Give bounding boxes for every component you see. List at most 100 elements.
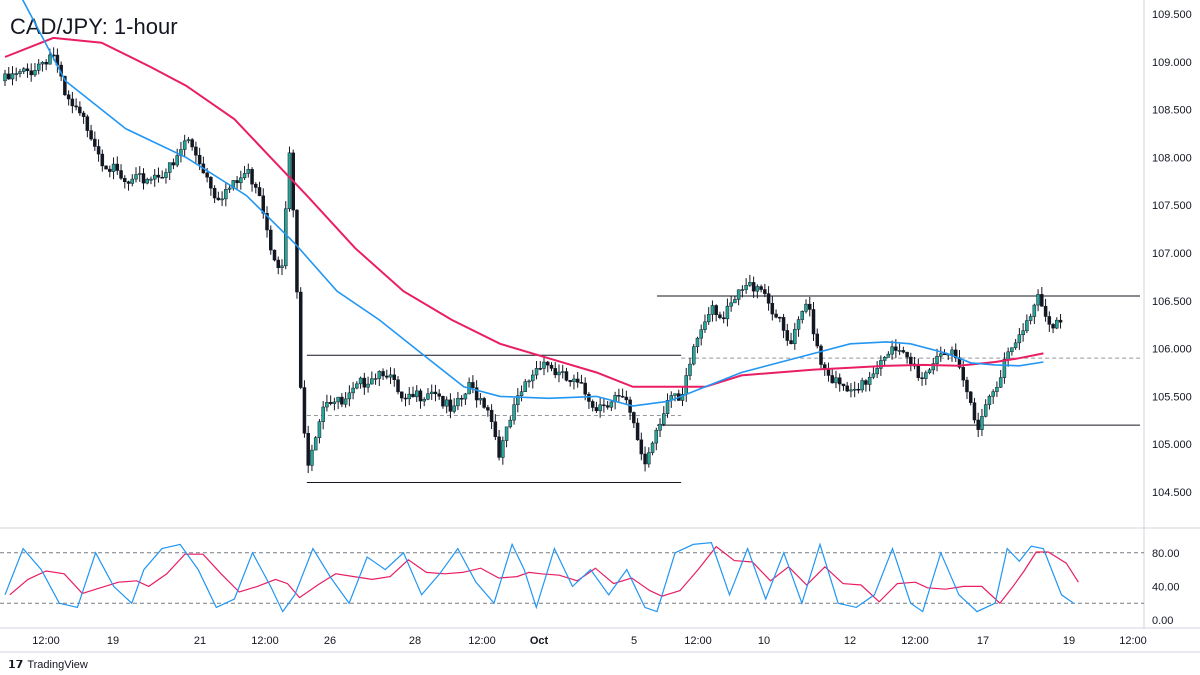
candle-down bbox=[205, 172, 209, 178]
candle-up bbox=[18, 71, 22, 74]
candle-up bbox=[280, 265, 284, 268]
candle-up bbox=[871, 373, 876, 378]
candle-up bbox=[1025, 320, 1029, 332]
candle-down bbox=[815, 333, 819, 347]
candle-down bbox=[209, 176, 213, 189]
candle-up bbox=[867, 376, 872, 385]
candle-down bbox=[894, 346, 898, 351]
candle-down bbox=[837, 377, 842, 385]
candle-down bbox=[497, 436, 501, 458]
candle-up bbox=[849, 389, 853, 392]
candle-up bbox=[658, 423, 662, 431]
candle-down bbox=[493, 421, 498, 438]
candle-down bbox=[905, 351, 909, 358]
time-tick-label: 21 bbox=[194, 635, 206, 647]
time-tick-label: 10 bbox=[758, 635, 770, 647]
price-axis[interactable]: 109.500 109.000 108.500 108.000 107.500 107.0… bbox=[1152, 9, 1192, 499]
candle-up bbox=[950, 349, 954, 355]
candle-down bbox=[594, 407, 599, 412]
candle-down bbox=[78, 106, 82, 114]
candle-down bbox=[190, 139, 194, 148]
candle-down bbox=[362, 377, 367, 388]
time-tick-label: Oct bbox=[530, 635, 549, 647]
candle-up bbox=[463, 393, 468, 400]
time-tick-label: 12:00 bbox=[32, 635, 60, 647]
candle-up bbox=[48, 54, 52, 65]
candles-layer bbox=[3, 47, 1063, 473]
candle-down bbox=[942, 353, 947, 356]
candle-down bbox=[822, 364, 827, 369]
candle-up bbox=[793, 329, 797, 345]
candle-down bbox=[579, 382, 584, 384]
candle-down bbox=[961, 367, 965, 381]
candle-up bbox=[407, 393, 412, 400]
time-tick-label: 12:00 bbox=[684, 635, 712, 647]
candle-up bbox=[134, 174, 138, 180]
candle-down bbox=[471, 382, 475, 388]
candle-up bbox=[1010, 347, 1014, 353]
stoch-d-line bbox=[9, 545, 1079, 605]
candle-down bbox=[602, 404, 606, 407]
candle-down bbox=[6, 73, 11, 80]
candle-up bbox=[366, 383, 370, 388]
candle-up bbox=[927, 369, 932, 374]
candle-up bbox=[246, 169, 251, 174]
candle-down bbox=[781, 317, 786, 331]
candle-up bbox=[527, 380, 531, 383]
candle-down bbox=[100, 153, 105, 167]
candle-down bbox=[381, 371, 385, 377]
candle-up bbox=[325, 402, 329, 408]
candle-down bbox=[549, 364, 554, 369]
candle-up bbox=[691, 346, 696, 365]
candle-up bbox=[149, 178, 153, 181]
candle-up bbox=[650, 442, 655, 453]
candle-up bbox=[834, 377, 838, 384]
candle-down bbox=[590, 401, 595, 408]
candle-down bbox=[639, 439, 644, 455]
candle-down bbox=[115, 163, 120, 171]
candle-down bbox=[340, 396, 344, 405]
candle-up bbox=[897, 350, 902, 352]
time-tick-label: 19 bbox=[1063, 635, 1075, 647]
candle-up bbox=[699, 329, 703, 339]
candle-up bbox=[313, 437, 318, 451]
candle-up bbox=[239, 177, 243, 184]
tradingview-logo-icon: 𝟭𝟳 bbox=[8, 659, 24, 671]
candle-down bbox=[643, 453, 647, 465]
candle-down bbox=[448, 399, 453, 412]
candle-down bbox=[302, 387, 307, 434]
candle-up bbox=[519, 391, 524, 396]
candle-up bbox=[662, 413, 666, 425]
candle-down bbox=[108, 168, 112, 172]
candle-down bbox=[972, 402, 977, 421]
price-tick-label: 108.000 bbox=[1152, 152, 1192, 164]
candle-down bbox=[864, 380, 868, 385]
candle-down bbox=[104, 165, 108, 170]
time-axis[interactable]: 12:00 19 21 12:00 26 28 12:00 Oct 5 12:00 10 12 12:0… bbox=[32, 635, 1147, 647]
tradingview-brand[interactable]: 𝟭𝟳 TradingView bbox=[8, 658, 88, 672]
candle-up bbox=[414, 390, 419, 398]
candle-up bbox=[680, 394, 685, 401]
candle-down bbox=[632, 412, 636, 424]
candle-up bbox=[347, 392, 352, 400]
candle-down bbox=[789, 340, 793, 345]
candle-up bbox=[227, 187, 232, 190]
candle-up bbox=[796, 319, 801, 330]
candle-down bbox=[763, 289, 767, 294]
candle-down bbox=[433, 391, 438, 395]
price-tick-label: 108.500 bbox=[1152, 105, 1192, 117]
candle-up bbox=[1006, 351, 1010, 360]
candle-up bbox=[740, 289, 745, 291]
candle-down bbox=[620, 395, 625, 398]
price-tick-label: 106.000 bbox=[1152, 344, 1192, 356]
candle-down bbox=[437, 393, 441, 397]
candle-up bbox=[852, 388, 857, 391]
candle-down bbox=[811, 309, 816, 335]
candle-down bbox=[841, 383, 846, 387]
candle-down bbox=[63, 75, 67, 96]
candle-up bbox=[10, 73, 15, 80]
sma-fast-line bbox=[21, 0, 1044, 407]
candle-up bbox=[351, 387, 355, 394]
candle-up bbox=[321, 406, 325, 422]
